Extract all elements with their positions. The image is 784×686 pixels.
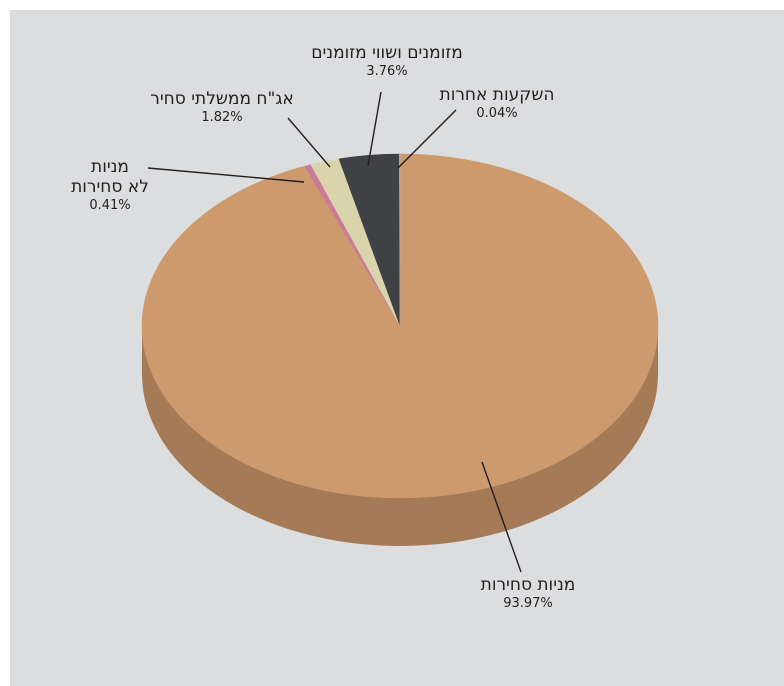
pie-sides	[142, 326, 658, 546]
slice-label-0: מניות סחירות	[481, 575, 576, 595]
slice-value-4: 0.04%	[476, 106, 517, 121]
leader-line-3	[367, 91, 382, 167]
slice-value-3: 3.76%	[366, 64, 407, 79]
leader-line-1	[147, 167, 305, 183]
slice-4	[399, 153, 401, 327]
leader-line-2	[287, 117, 331, 168]
slice-label-4: השקעות אחרות	[440, 85, 555, 105]
slice-label-1: מניות	[91, 157, 129, 177]
leader-line-0	[481, 461, 522, 573]
slice-label-2: אג"ח ממשלתי סחיר	[150, 89, 293, 109]
leader-line-4	[397, 109, 457, 169]
slice-label-1: לא סחירות	[71, 177, 149, 197]
slice-side-0	[142, 326, 658, 546]
slice-label-3: מזומנים ושווי מזומנים	[311, 43, 463, 63]
slice-value-0: 93.97%	[503, 596, 553, 611]
slice-value-1: 0.41%	[89, 198, 130, 213]
pie-top-faces	[141, 153, 659, 499]
slice-value-2: 1.82%	[201, 110, 242, 125]
leader-lines	[147, 91, 522, 573]
